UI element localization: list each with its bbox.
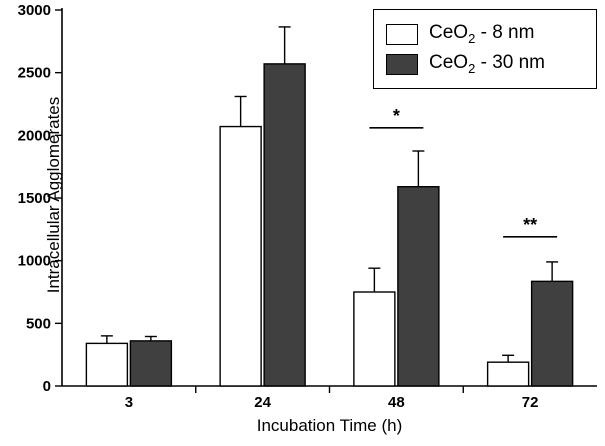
bar-series-0 [353, 291, 396, 387]
bar-series-0 [486, 361, 530, 387]
bar-series-1 [263, 63, 306, 387]
y-tick-label: 1500 [18, 190, 51, 207]
legend-swatch-8nm [386, 23, 418, 45]
bar-series-1 [530, 280, 574, 387]
legend-label-8nm: CeO2 - 8 nm [429, 22, 535, 46]
y-tick-label: 3000 [18, 2, 51, 19]
y-tick-label: 500 [26, 315, 51, 332]
x-category-label: 24 [254, 394, 271, 411]
bar-series-1 [129, 340, 173, 387]
legend-swatch-30nm [386, 53, 418, 75]
y-tick-label: 1000 [18, 253, 51, 270]
bar-series-0 [219, 125, 262, 387]
legend-label-30nm: CeO2 - 30 nm [429, 52, 546, 76]
x-category-label: 3 [125, 394, 133, 411]
x-category-label: 48 [388, 394, 405, 411]
x-axis-title: Incubation Time (h) [256, 416, 403, 435]
y-tick-label: 2000 [18, 127, 51, 144]
legend-item-8nm: CeO2 - 8 nm [386, 19, 584, 49]
x-category-label: 72 [522, 394, 539, 411]
y-axis-title: Intracellular Agglomerates [44, 96, 63, 294]
legend-item-30nm: CeO2 - 30 nm [386, 49, 584, 79]
legend: CeO2 - 8 nm CeO2 - 30 nm [373, 9, 597, 89]
significance-label: ** [523, 215, 537, 235]
significance-label: * [393, 106, 400, 126]
bar-series-1 [397, 186, 440, 387]
y-tick-label: 2500 [18, 65, 51, 82]
bar-series-0 [85, 342, 129, 387]
y-tick-label: 0 [43, 378, 51, 395]
